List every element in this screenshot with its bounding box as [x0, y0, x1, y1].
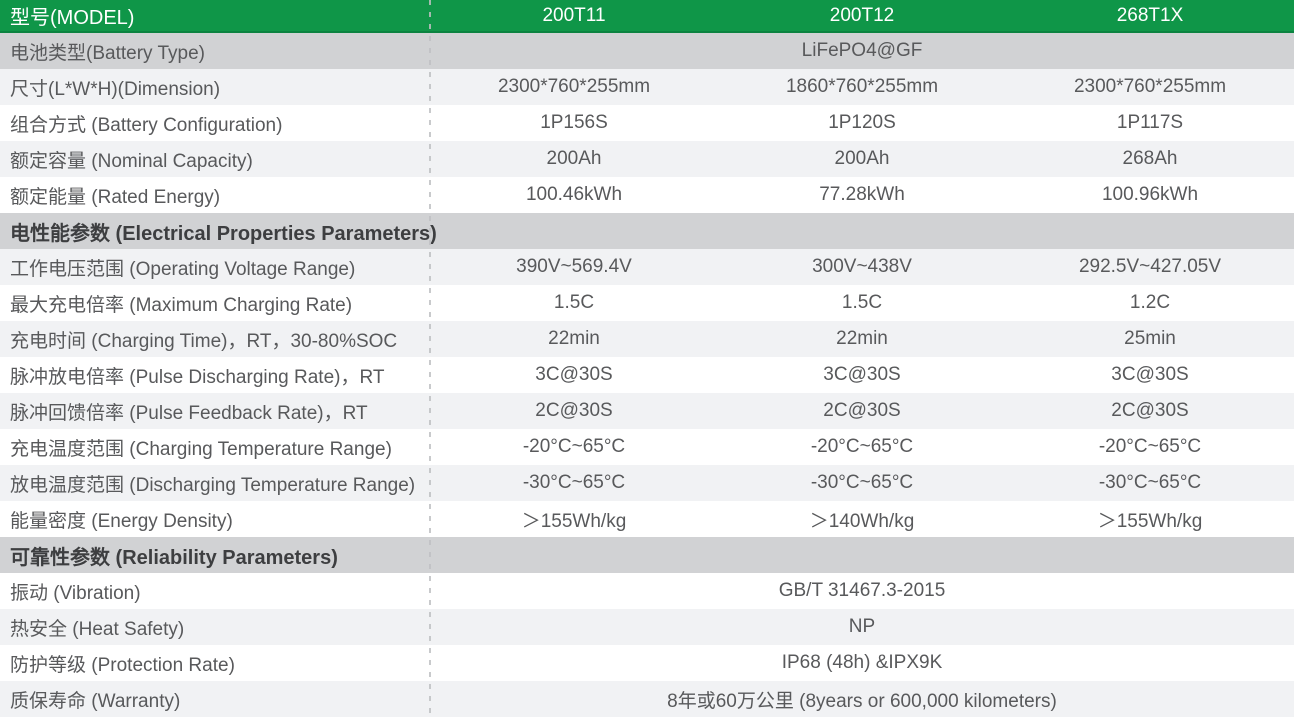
- spec-value-cell: -20°C~65°C: [1098, 436, 1202, 457]
- spec-value-cell: 22min: [548, 328, 600, 349]
- span-value-cell: GB/T 31467.3-2015: [778, 580, 946, 601]
- spec-value-cell: 100.46kWh: [525, 184, 623, 205]
- row-label: 能量密度 (Energy Density): [10, 510, 233, 532]
- spec-value-cell: -30°C~65°C: [522, 472, 626, 493]
- spec-value-cell: 3C@30S: [535, 364, 613, 385]
- table-row: 热安全 (Heat Safety) NP: [0, 609, 1294, 645]
- table-row: 电池类型(Battery Type) LiFePO4@GF: [0, 33, 1294, 69]
- model-header-cell: 200T11: [542, 4, 606, 26]
- table-row: 振动 (Vibration) GB/T 31467.3-2015: [0, 573, 1294, 609]
- spec-value-cell: -30°C~65°C: [810, 472, 914, 493]
- spec-value-cell: ＞155Wh/kg: [1097, 510, 1203, 532]
- row-label: 振动 (Vibration): [10, 582, 141, 604]
- table-row: 额定能量 (Rated Energy) 100.46kWh 77.28kWh 100.…: [0, 177, 1294, 213]
- section-header-label: 可靠性参数 (Reliability Parameters): [10, 546, 338, 569]
- table-row: 组合方式 (Battery Configuration) 1P156S 1P120S…: [0, 105, 1294, 141]
- row-label: 额定能量 (Rated Energy): [10, 186, 221, 208]
- spec-value-cell: 1P117S: [1116, 112, 1184, 133]
- row-label: 电池类型(Battery Type): [10, 42, 205, 64]
- table-row: 尺寸(L*W*H)(Dimension) 2300*760*255mm 1860*7…: [0, 69, 1294, 105]
- spec-value-cell: 2C@30S: [535, 400, 613, 421]
- row-label: 额定容量 (Nominal Capacity): [10, 150, 253, 172]
- table-row: 充电时间 (Charging Time)，RT，30-80%SOC 22min 22…: [0, 321, 1294, 357]
- spec-value-cell: 2C@30S: [823, 400, 901, 421]
- table-rows: 电池类型(Battery Type) LiFePO4@GF 尺寸(L*W*H)(Di…: [0, 33, 1294, 717]
- spec-value-cell: 1.5C: [553, 292, 595, 313]
- spec-value-cell: 77.28kWh: [819, 184, 905, 205]
- table-row: 能量密度 (Energy Density) ＞155Wh/kg ＞140Wh/kg ＞…: [0, 501, 1294, 537]
- table-row: 脉冲放电倍率 (Pulse Discharging Rate)，RT 3C@30S…: [0, 357, 1294, 393]
- row-label: 尺寸(L*W*H)(Dimension): [10, 78, 221, 100]
- spec-value-cell: 268Ah: [1122, 148, 1178, 169]
- spec-value-cell: ＞155Wh/kg: [521, 510, 627, 532]
- table-row: 最大充电倍率 (Maximum Charging Rate) 1.5C 1.5C 1.…: [0, 285, 1294, 321]
- spec-value-cell: ＞140Wh/kg: [809, 510, 915, 532]
- row-label: 热安全 (Heat Safety): [10, 618, 185, 640]
- table-row: 防护等级 (Protection Rate) IP68 (48h) &IPX9K: [0, 645, 1294, 681]
- spec-value-cell: 1.2C: [1129, 292, 1171, 313]
- spec-value-cell: 2C@30S: [1111, 400, 1189, 421]
- spec-value-cell: 1P156S: [540, 112, 608, 133]
- spec-value-cell: -20°C~65°C: [810, 436, 914, 457]
- row-label: 最大充电倍率 (Maximum Charging Rate): [10, 294, 353, 316]
- spec-value-cell: 1.5C: [841, 292, 883, 313]
- table-row: 额定容量 (Nominal Capacity) 200Ah 200Ah 268Ah: [0, 141, 1294, 177]
- table-row: 放电温度范围 (Discharging Temperature Range) -3…: [0, 465, 1294, 501]
- span-value-cell: LiFePO4@GF: [801, 40, 923, 61]
- spec-value-cell: 100.96kWh: [1101, 184, 1199, 205]
- table-row: 脉冲回馈倍率 (Pulse Feedback Rate)，RT 2C@30S 2C@…: [0, 393, 1294, 429]
- spec-value-cell: 292.5V~427.05V: [1078, 256, 1222, 277]
- spec-value-cell: 2300*760*255mm: [1073, 76, 1227, 97]
- spec-value-cell: 200Ah: [546, 148, 602, 169]
- spec-value-cell: 1P120S: [828, 112, 896, 133]
- model-header-cell: 268T1X: [1116, 4, 1184, 26]
- row-label: 放电温度范围 (Discharging Temperature Range): [10, 474, 416, 496]
- model-header-cell: 200T12: [829, 4, 895, 26]
- section-header-row: 电性能参数 (Electrical Properties Parameters): [0, 213, 1294, 249]
- table-header-row: 型号(MODEL) 200T11 200T12 268T1X: [0, 0, 1294, 33]
- table-row: 质保寿命 (Warranty) 8年或60万公里 (8years or 600,0…: [0, 681, 1294, 717]
- table-row: 充电温度范围 (Charging Temperature Range) -20°C…: [0, 429, 1294, 465]
- spec-value-cell: 200Ah: [834, 148, 890, 169]
- table-row: 工作电压范围 (Operating Voltage Range) 390V~569…: [0, 249, 1294, 285]
- row-label: 组合方式 (Battery Configuration): [10, 114, 283, 136]
- spec-value-cell: -20°C~65°C: [522, 436, 626, 457]
- span-value-cell: IP68 (48h) &IPX9K: [781, 652, 943, 673]
- span-value-cell: NP: [848, 616, 876, 637]
- row-label: 充电温度范围 (Charging Temperature Range): [10, 438, 392, 460]
- spec-value-cell: 25min: [1124, 328, 1176, 349]
- spec-value-cell: 1860*760*255mm: [785, 76, 939, 97]
- row-label: 工作电压范围 (Operating Voltage Range): [10, 258, 356, 280]
- spec-value-cell: 3C@30S: [1111, 364, 1189, 385]
- span-value-cell: 8年或60万公里 (8years or 600,000 kilometers): [667, 690, 1057, 712]
- spec-value-cell: -30°C~65°C: [1098, 472, 1202, 493]
- row-label: 充电时间 (Charging Time)，RT，30-80%SOC: [10, 330, 398, 352]
- row-label: 脉冲放电倍率 (Pulse Discharging Rate)，RT: [10, 366, 385, 388]
- spec-value-cell: 3C@30S: [823, 364, 901, 385]
- section-header-row: 可靠性参数 (Reliability Parameters): [0, 537, 1294, 573]
- model-header-label: 型号(MODEL): [10, 7, 135, 29]
- row-label: 防护等级 (Protection Rate): [10, 654, 235, 676]
- spec-value-cell: 2300*760*255mm: [497, 76, 651, 97]
- row-label: 脉冲回馈倍率 (Pulse Feedback Rate)，RT: [10, 402, 368, 424]
- spec-value-cell: 300V~438V: [812, 256, 912, 277]
- row-label: 质保寿命 (Warranty): [10, 690, 181, 712]
- section-header-label: 电性能参数 (Electrical Properties Parameters): [10, 222, 437, 245]
- spec-value-cell: 390V~569.4V: [516, 256, 632, 277]
- spec-value-cell: 22min: [836, 328, 888, 349]
